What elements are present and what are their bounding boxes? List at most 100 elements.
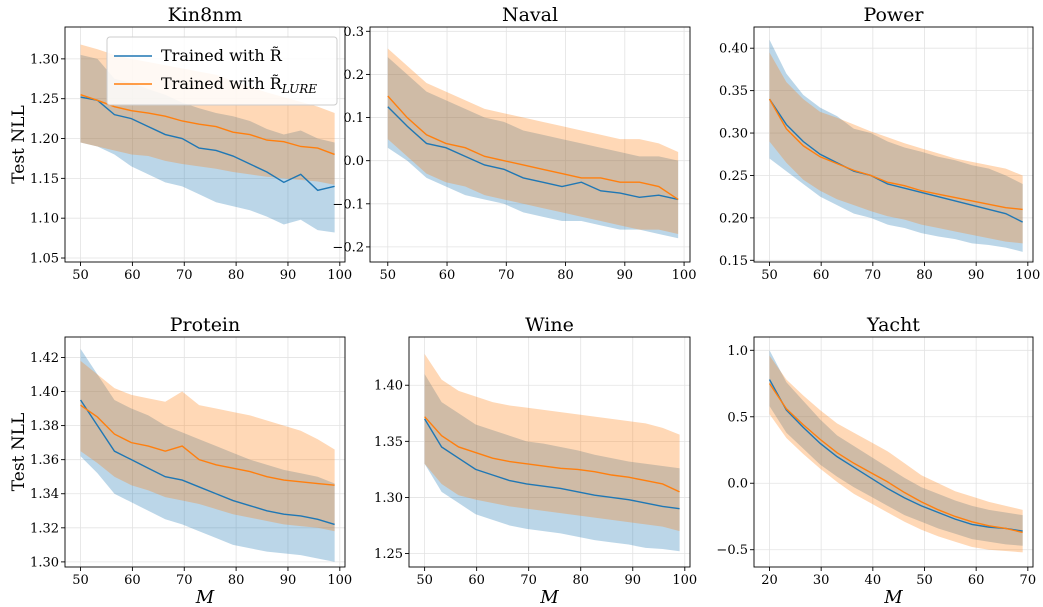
y-tick-label: −0.2 (332, 240, 364, 255)
y-tick-label: 0.20 (719, 211, 748, 226)
y-tick-label: 1.35 (374, 435, 403, 450)
x-tick-label: 90 (280, 268, 297, 283)
panel-protein: 50 60 70 80 90 100 1.30 1.32 1.34 1.36 1.38 1.40 1.4… (9, 314, 352, 607)
x-tick-label: 50 (761, 268, 778, 283)
x-tick-label: 100 (327, 268, 352, 283)
x-tick-label: 80 (572, 573, 589, 588)
x-tick-label: 60 (968, 573, 985, 588)
yacht-series-b-line (768, 383, 1023, 534)
y-tick-label: 1.25 (374, 547, 403, 562)
yacht-title: Yacht (866, 314, 920, 336)
x-tick-label: 80 (228, 268, 245, 283)
x-tick-label: 100 (1015, 268, 1040, 283)
kin8nm-series-b-line (80, 94, 335, 156)
wine-axes-frame (408, 336, 691, 568)
x-tick-label: 30 (813, 573, 830, 588)
y-tick-label: 1.0 (727, 344, 748, 359)
wine-series-b-band (424, 353, 680, 532)
x-tick-label: 70 (176, 268, 193, 283)
protein-x-axis-label: M (195, 587, 215, 607)
y-tick-label: 0.5 (727, 410, 748, 425)
legend-box (106, 36, 338, 106)
y-tick-label: −0.1 (332, 197, 364, 212)
y-tick-label: 1.30 (30, 555, 59, 570)
yacht-series-b-band (769, 355, 1023, 553)
y-tick-label: 0.3 (343, 25, 364, 40)
x-tick-label: 80 (557, 268, 574, 283)
panel-wine: 50 60 70 80 90 100 1.25 1.30 1.35 1.40 Wine M (374, 314, 697, 607)
x-tick-label: 60 (468, 573, 485, 588)
x-tick-label: 70 (520, 573, 537, 588)
x-tick-label: 70 (865, 268, 882, 283)
y-tick-label: 0.40 (719, 42, 748, 57)
y-tick-label: 1.20 (30, 132, 59, 147)
protein-series-b-band (80, 360, 335, 532)
x-tick-label: 50 (416, 573, 433, 588)
naval-series-a-band (387, 57, 679, 239)
naval-series-b-line (387, 95, 679, 201)
kin8nm-y-axis-label: Test NLL (9, 105, 29, 184)
y-tick-label: 1.05 (30, 252, 59, 267)
x-tick-label: 100 (672, 573, 697, 588)
wine-series-b-line (424, 416, 680, 493)
x-tick-label: 100 (672, 268, 697, 283)
naval-series-a-line (387, 106, 679, 201)
x-tick-label: 60 (813, 268, 830, 283)
x-tick-label: 70 (176, 573, 193, 588)
y-tick-label: 1.36 (30, 453, 59, 468)
protein-y-axis-label: Test NLL (9, 413, 29, 492)
y-tick-label: 0.1 (343, 111, 364, 126)
y-tick-label: 1.30 (374, 491, 403, 506)
kin8nm-axes-frame (64, 26, 346, 263)
x-tick-label: 50 (380, 268, 397, 283)
x-tick-label: 90 (624, 573, 641, 588)
y-tick-label: 1.40 (374, 379, 403, 394)
power-title: Power (863, 4, 924, 26)
panel-power: 50 60 70 80 90 100 0.15 0.20 0.25 0.30 0.35 0.40 Pow… (719, 4, 1040, 283)
wine-title: Wine (525, 314, 574, 336)
kin8nm-title: Kin8nm (168, 4, 243, 26)
kin8nm-series-a-line (80, 96, 335, 192)
yacht-x-axis-label: M (883, 587, 903, 607)
y-tick-label: 1.38 (30, 419, 59, 434)
power-series-b-line (768, 98, 1023, 211)
yacht-axes-frame (753, 336, 1034, 568)
y-tick-label: 0.35 (719, 84, 748, 99)
x-tick-label: 90 (968, 268, 985, 283)
x-tick-label: 100 (327, 573, 352, 588)
x-tick-label: 50 (72, 268, 89, 283)
protein-series-a-band (80, 348, 335, 562)
legend: Trained with R̃Trained with R̃LURE (106, 36, 338, 106)
wine-x-axis-label: M (539, 587, 559, 607)
y-tick-label: 1.10 (30, 212, 59, 227)
y-tick-label: 0.15 (719, 254, 748, 269)
y-tick-label: 1.25 (30, 92, 59, 107)
x-tick-label: 70 (498, 268, 515, 283)
x-tick-label: 80 (916, 268, 933, 283)
panel-yacht: 20 30 40 50 60 70 −0.5 0.0 0.5 1.0 Yacht M (716, 314, 1036, 607)
y-tick-label: 0.30 (719, 127, 748, 142)
y-tick-label: −0.5 (716, 543, 748, 558)
y-tick-label: 1.42 (30, 351, 59, 366)
y-tick-label: 0.25 (719, 169, 748, 184)
panel-kin8nm: 50 60 70 80 90 100 1.05 1.10 1.15 1.20 1.25 1.30 Kin… (9, 4, 352, 283)
x-tick-label: 60 (439, 268, 456, 283)
naval-title: Naval (502, 4, 558, 26)
x-tick-label: 50 (916, 573, 933, 588)
protein-series-b-line (80, 404, 335, 486)
x-tick-label: 90 (617, 268, 634, 283)
x-tick-label: 50 (72, 573, 89, 588)
legend-series-b-main: Trained with R̃ (161, 74, 283, 93)
yacht-series-a-line (768, 379, 1023, 532)
legend-series-b-label: Trained with R̃LURE (161, 74, 317, 96)
protein-series-a-line (79, 399, 335, 526)
x-tick-label: 80 (228, 573, 245, 588)
x-tick-label: 60 (124, 268, 141, 283)
x-tick-label: 20 (761, 573, 778, 588)
x-tick-label: 90 (280, 573, 297, 588)
y-tick-label: 1.32 (30, 521, 59, 536)
panel-naval: 50 60 70 80 90 100 −0.2 −0.1 0.0 0.1 0.2 0.3 Naval (332, 4, 696, 283)
legend-series-a-label: Trained with R̃ (161, 46, 283, 65)
y-tick-label: 1.40 (30, 385, 59, 400)
